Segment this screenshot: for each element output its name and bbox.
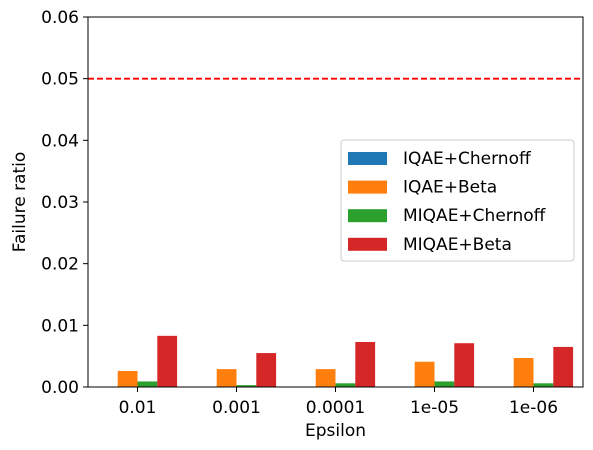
x-tick-label: 0.001 bbox=[212, 398, 261, 418]
bar-iqae-beta-4 bbox=[513, 358, 534, 387]
bar-miqae-beta-0 bbox=[157, 335, 178, 387]
y-tick-label: 0.03 bbox=[41, 193, 79, 213]
legend-label-1: IQAE+Beta bbox=[403, 178, 497, 198]
bar-miqae-chernoff-3 bbox=[434, 381, 455, 387]
y-tick-label: 0.04 bbox=[41, 131, 79, 151]
bar-iqae-beta-1 bbox=[216, 369, 237, 387]
bar-miqae-beta-2 bbox=[355, 341, 376, 387]
y-tick-label: 0.05 bbox=[41, 70, 79, 90]
y-tick-label: 0.06 bbox=[41, 8, 79, 28]
bar-miqae-beta-3 bbox=[454, 343, 475, 387]
legend-box bbox=[340, 139, 575, 262]
x-tick-label: 1e-05 bbox=[410, 398, 459, 418]
x-axis-label: Epsilon bbox=[305, 421, 366, 441]
bar-miqae-chernoff-4 bbox=[533, 383, 554, 387]
legend-swatch-1 bbox=[348, 180, 387, 194]
bars-group bbox=[117, 335, 574, 387]
bar-miqae-chernoff-2 bbox=[335, 383, 356, 387]
legend-swatch-0 bbox=[348, 152, 387, 165]
y-tick-label: 0.02 bbox=[41, 255, 79, 275]
legend-label-3: MIQAE+Beta bbox=[403, 235, 512, 255]
x-tick-label: 1e-06 bbox=[509, 398, 558, 418]
legend: IQAE+Chernoff IQAE+Beta MIQAE+Chernoff MIQA… bbox=[340, 139, 575, 262]
y-tick-label: 0.00 bbox=[41, 378, 79, 398]
x-axis: 0.01 0.001 0.0001 1e-05 1e-06 bbox=[119, 387, 558, 418]
bar-miqae-chernoff-0 bbox=[137, 381, 158, 387]
bar-iqae-beta-3 bbox=[414, 361, 435, 387]
bar-miqae-beta-4 bbox=[553, 346, 574, 387]
legend-swatch-3 bbox=[348, 237, 387, 251]
legend-label-0: IQAE+Chernoff bbox=[403, 149, 532, 169]
bar-iqae-beta-0 bbox=[117, 370, 138, 387]
y-axis: 0.00 0.01 0.02 0.03 0.04 0.05 0.06 bbox=[41, 8, 88, 398]
legend-label-2: MIQAE+Chernoff bbox=[403, 206, 547, 226]
x-tick-label: 0.01 bbox=[119, 398, 157, 418]
y-tick-label: 0.01 bbox=[41, 316, 79, 336]
x-tick-label: 0.0001 bbox=[306, 398, 365, 418]
bar-iqae-beta-2 bbox=[315, 369, 336, 387]
bar-miqae-chernoff-1 bbox=[236, 385, 257, 387]
bar-miqae-beta-1 bbox=[256, 353, 277, 387]
y-axis-label: Failure ratio bbox=[10, 152, 30, 253]
legend-swatch-2 bbox=[348, 209, 387, 223]
